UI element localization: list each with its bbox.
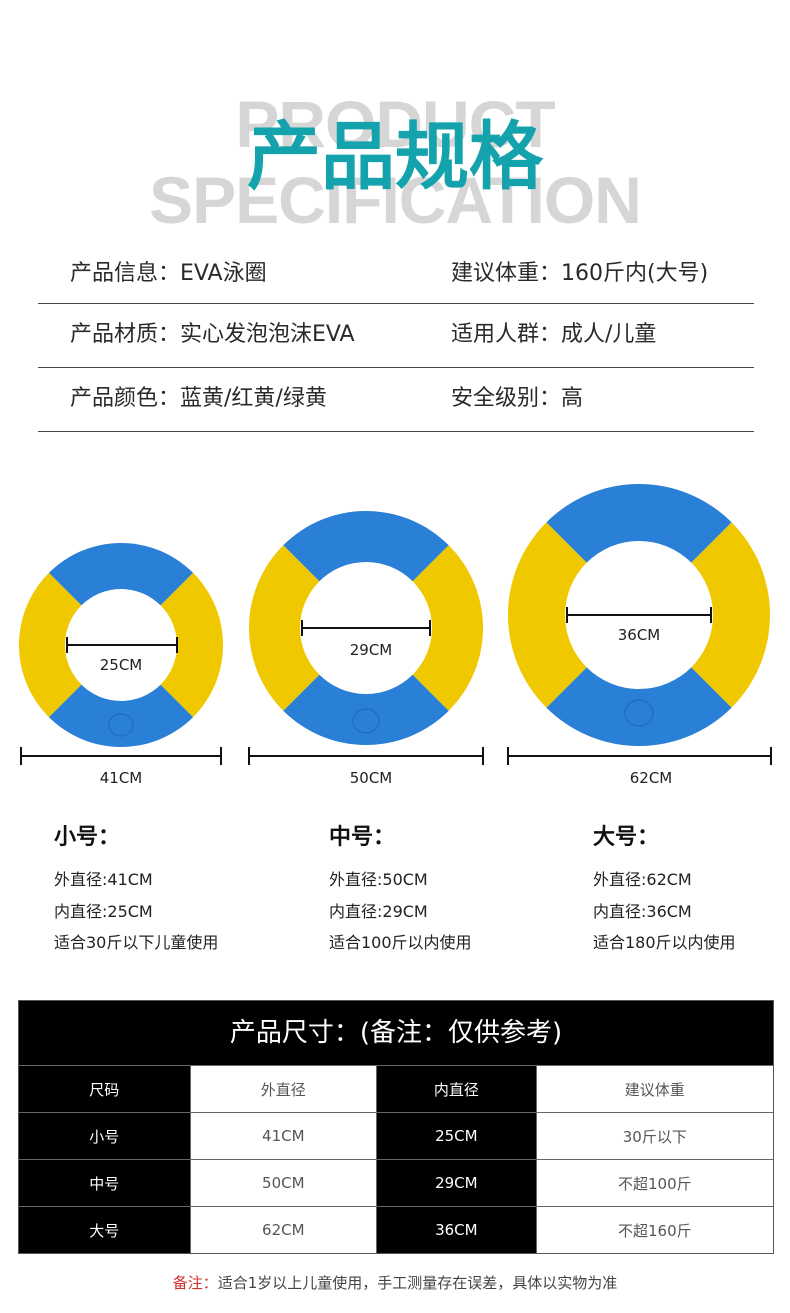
info-material: 产品材质：实心发泡泡沫EVA: [70, 322, 355, 347]
ring-small-top: [19, 543, 223, 645]
ring-small-badge: [108, 713, 134, 737]
size-use: 适合180斤以内使用: [593, 933, 736, 952]
ring-large-outer-label: 62CM: [629, 769, 673, 787]
table-cell: 62CM: [189, 1207, 377, 1253]
info-audience: 适用人群：成人/儿童: [451, 322, 657, 347]
size-inner: 内直径:29CM: [329, 901, 428, 921]
size-use: 适合30斤以下儿童使用: [54, 933, 219, 952]
ring-small-bottom: [19, 645, 223, 747]
table-cell: 不超100斤: [535, 1160, 773, 1206]
ring-large-inner-label: 36CM: [617, 626, 661, 644]
ring-medium: [248, 511, 484, 765]
footer-note: 备注：适合1岁以上儿童使用，手工测量存在误差，具体以实物为准: [0, 1272, 790, 1293]
size-outer: 外直径:50CM: [329, 870, 428, 889]
info-safety: 安全级别：高: [451, 386, 584, 411]
table-cell: 25CM: [376, 1113, 536, 1159]
ring-medium-bottom: [249, 628, 483, 745]
note-text: 适合1岁以上儿童使用，手工测量存在误差，具体以实物为准: [217, 1274, 618, 1292]
table-header-row: 尺码 外直径 内直径 建议体重: [19, 1065, 773, 1112]
size-inner: 内直径:36CM: [593, 901, 692, 921]
table-row: 中号 50CM 29CM 不超100斤: [19, 1159, 773, 1206]
size-title: 中号：: [329, 825, 396, 850]
table-cell: 30斤以下: [535, 1113, 773, 1159]
note-label: 备注：: [172, 1274, 218, 1292]
ring-small: [19, 543, 223, 765]
table-cell: 大号: [19, 1207, 190, 1253]
size-inner: 内直径:25CM: [54, 901, 153, 921]
rings-svg: [19, 484, 772, 765]
info-product: 产品信息：EVA泳圈: [70, 261, 267, 286]
table-cell: 中号: [19, 1160, 190, 1206]
size-use: 适合100斤以内使用: [329, 933, 472, 952]
info-row: 产品颜色：蓝黄/红黄/绿黄 安全级别：高: [38, 368, 754, 432]
table-cell: 小号: [19, 1113, 190, 1159]
table-header-cell: 尺码: [19, 1066, 190, 1112]
ring-medium-badge: [352, 708, 380, 734]
page-title: 产品规格: [247, 114, 543, 200]
info-colors: 产品颜色：蓝黄/红黄/绿黄: [70, 386, 327, 411]
size-medium-details: 中号： 外直径:50CM 内直径:29CM 适合100斤以内使用: [329, 822, 559, 959]
ring-large-right: [639, 484, 770, 746]
info-weight: 建议体重：160斤内(大号): [451, 261, 709, 286]
size-table: 产品尺寸：(备注：仅供参考) 尺码 外直径 内直径 建议体重 小号 41CM 2…: [18, 1000, 774, 1254]
table-title: 产品尺寸：(备注：仅供参考): [19, 1001, 773, 1065]
background-title: PRODUCT SPECIFICATION: [149, 87, 642, 237]
table-row: 大号 62CM 36CM 不超160斤: [19, 1206, 773, 1253]
ring-small-right: [121, 543, 223, 747]
ring-medium-right: [366, 511, 483, 745]
ring-illustrations: 25CM 29CM 36CM 41CM 50CM 62CM: [0, 470, 790, 800]
size-outer: 外直径:41CM: [54, 870, 153, 889]
table-header-cell: 外直径: [189, 1066, 377, 1112]
table-cell: 50CM: [189, 1160, 377, 1206]
size-outer: 外直径:62CM: [593, 870, 692, 889]
table-header-cell: 内直径: [376, 1066, 536, 1112]
ring-small-outer-label: 41CM: [99, 769, 143, 787]
ring-medium-outer-label: 50CM: [349, 769, 393, 787]
ring-large: [507, 484, 772, 765]
size-title: 小号：: [54, 825, 121, 850]
ring-medium-top: [249, 511, 483, 628]
info-row: 产品材质：实心发泡泡沫EVA 适用人群：成人/儿童: [38, 304, 754, 368]
ring-large-bottom: [508, 615, 770, 746]
table-cell: 不超160斤: [535, 1207, 773, 1253]
table-row: 小号 41CM 25CM 30斤以下: [19, 1112, 773, 1159]
ring-large-badge: [624, 699, 654, 727]
ring-large-top: [508, 484, 770, 615]
info-row: 产品信息：EVA泳圈 建议体重：160斤内(大号): [38, 243, 754, 304]
ring-medium-inner-label: 29CM: [349, 641, 393, 659]
size-large-details: 大号： 外直径:62CM 内直径:36CM 适合180斤以内使用: [593, 822, 790, 959]
size-title: 大号：: [593, 825, 660, 850]
ring-large-left: [508, 484, 639, 746]
ring-medium-left: [249, 511, 366, 745]
table-cell: 36CM: [376, 1207, 536, 1253]
size-small-details: 小号： 外直径:41CM 内直径:25CM 适合30斤以下儿童使用: [54, 822, 284, 959]
table-header-cell: 建议体重: [535, 1066, 773, 1112]
product-info: 产品信息：EVA泳圈 建议体重：160斤内(大号) 产品材质：实心发泡泡沫EVA…: [38, 243, 754, 432]
table-cell: 29CM: [376, 1160, 536, 1206]
table-cell: 41CM: [189, 1113, 377, 1159]
ring-small-inner-label: 25CM: [99, 656, 143, 674]
ring-small-left: [19, 543, 121, 747]
